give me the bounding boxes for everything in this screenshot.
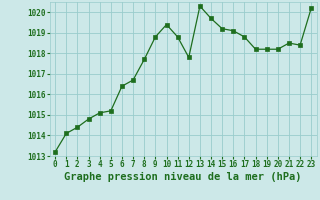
X-axis label: Graphe pression niveau de la mer (hPa): Graphe pression niveau de la mer (hPa) [64, 172, 302, 182]
